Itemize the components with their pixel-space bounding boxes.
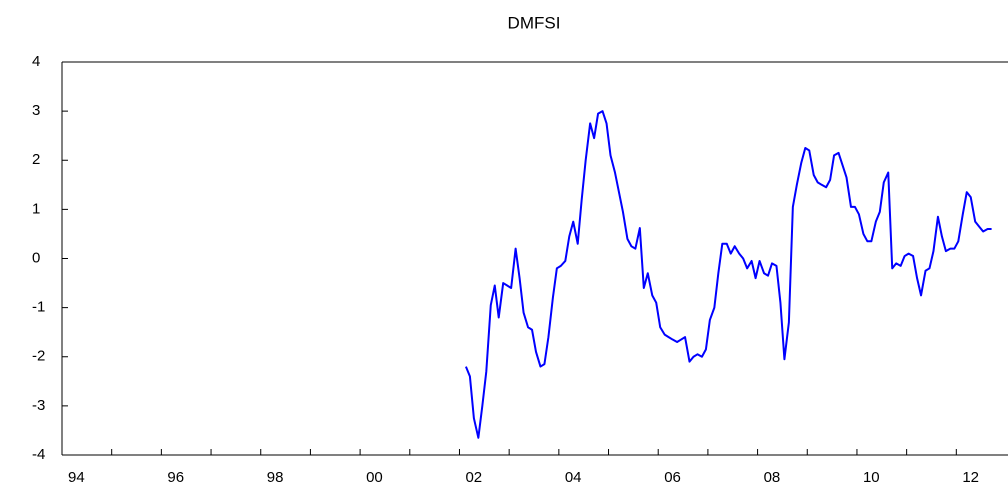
y-tick-label: 2 xyxy=(32,151,40,168)
y-tick-label: 4 xyxy=(32,53,40,70)
x-tick-label: 12 xyxy=(962,469,979,486)
x-tick-label: 02 xyxy=(465,469,482,486)
x-tick-label: 96 xyxy=(167,469,184,486)
y-tick-label: -4 xyxy=(32,446,45,463)
x-tick-label: 98 xyxy=(267,469,284,486)
x-tick-label: 94 xyxy=(68,469,85,486)
y-tick-label: 0 xyxy=(32,249,40,266)
y-tick-label: 3 xyxy=(32,102,40,119)
y-tick-label: -1 xyxy=(32,299,45,316)
chart-title: DMFSI xyxy=(508,13,561,32)
data-line xyxy=(465,110,992,439)
x-tick-label: 00 xyxy=(366,469,383,486)
y-tick-label: -3 xyxy=(32,397,45,414)
y-tick-label: 1 xyxy=(32,200,40,217)
x-tick-label: 10 xyxy=(863,469,880,486)
y-tick-label: -2 xyxy=(32,348,45,365)
x-tick-label: 04 xyxy=(565,469,582,486)
x-tick-label: 06 xyxy=(664,469,681,486)
x-tick-label: 08 xyxy=(764,469,781,486)
